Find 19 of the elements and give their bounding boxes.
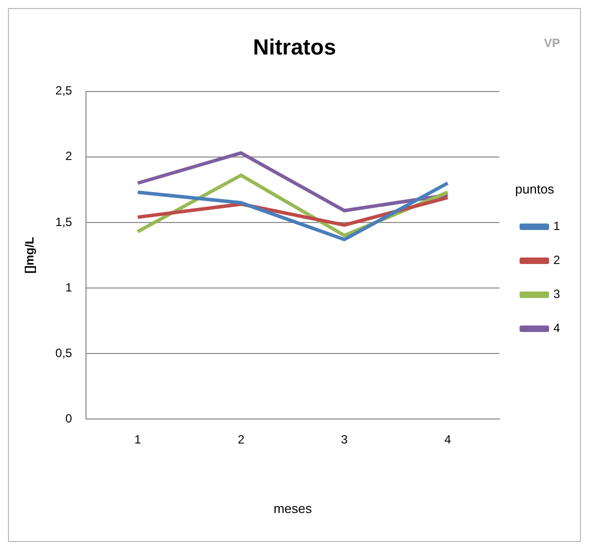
x-tick-label: 2 — [238, 432, 245, 447]
x-axis-title: meses — [274, 500, 312, 516]
x-tick-label: 3 — [341, 432, 348, 447]
legend-title: puntos — [515, 181, 555, 196]
y-tick-label: 2,5 — [55, 84, 72, 98]
y-tick-label: 2 — [65, 149, 72, 164]
x-tick-label: 4 — [444, 432, 452, 447]
y-axis-title: []mg/L — [22, 236, 37, 274]
legend-label: 2 — [553, 253, 560, 268]
legend-label: 3 — [553, 287, 560, 302]
y-tick-label: 1,5 — [55, 214, 72, 229]
legend-label: 1 — [553, 219, 560, 234]
y-tick-label: 1 — [65, 280, 72, 294]
legend-label: 4 — [553, 321, 560, 336]
y-tick-label: 0,5 — [55, 346, 72, 360]
y-tick-label: 0 — [65, 411, 72, 426]
chart-title: Nitratos — [252, 34, 336, 60]
text: VP — [544, 36, 560, 50]
x-tick-label: 1 — [134, 432, 142, 447]
